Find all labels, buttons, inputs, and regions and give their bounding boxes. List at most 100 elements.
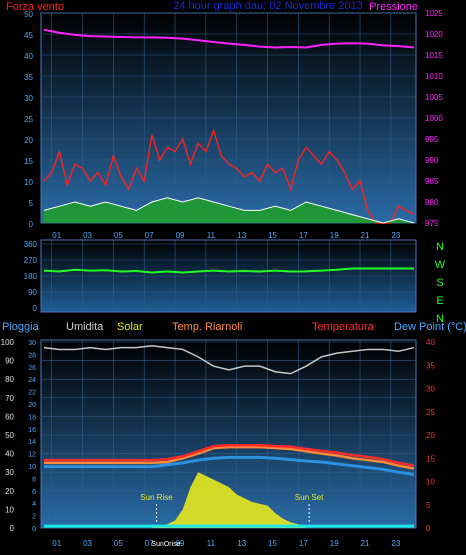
x-tick-label: 05 (114, 231, 123, 240)
direction-tick-label: 0 (33, 304, 38, 313)
x-tick-label: 19 (330, 231, 339, 240)
x-tick-label: 11 (207, 539, 216, 548)
compass-letter: N (436, 241, 444, 253)
wind-tick-label: 40 (24, 52, 33, 61)
x-tick-label: 17 (299, 231, 308, 240)
pressure-tick-label: 990 (425, 156, 439, 165)
direction-tick-label: 360 (24, 240, 38, 249)
humidity-tick-label: 100 (1, 338, 15, 347)
temperature-tick-label: 30 (426, 385, 435, 394)
temperature-tick-label: 0 (426, 524, 431, 533)
humidity-tick-label: 60 (5, 412, 14, 421)
temperature-series (43, 344, 415, 528)
direction-tick-label: 180 (24, 272, 38, 281)
x-tick-label: 01 (52, 539, 61, 548)
wind-pressure-series (43, 28, 415, 224)
x-tick-label: 13 (237, 231, 246, 240)
x-tick-label: 17 (299, 539, 308, 548)
dew-point-line (44, 455, 415, 477)
solar-area (44, 472, 414, 528)
rain-tick-label: 10 (28, 464, 36, 471)
wind-direction-series (43, 267, 414, 274)
wind-tick-label: 5 (29, 199, 34, 208)
temperature-grid (41, 340, 416, 529)
wind-speed-line (43, 128, 415, 224)
direction-tick-label: 90 (28, 288, 37, 297)
wind-direction-grid (41, 240, 416, 312)
x-tick-label: 19 (330, 539, 339, 548)
rain-tick-label: 14 (28, 439, 36, 446)
x-tick-label: 21 (361, 231, 370, 240)
temperature-tick-label: 15 (426, 454, 435, 463)
x-tick-label: 09 (176, 231, 185, 240)
x-tick-label: 07 (145, 539, 154, 548)
x-tick-label: 15 (268, 539, 277, 548)
humidity-line (43, 344, 415, 375)
rain-tick-label: 2 (32, 514, 36, 521)
rain-tick-label: 24 (28, 377, 36, 384)
x-tick-label: 23 (391, 231, 400, 240)
pressure-line (43, 28, 415, 49)
x-axis-bottom: 01 03 05 07 09 11 13 15 17 19 21 23 SunOrise (52, 539, 401, 548)
wind-axis-label: Forza vento (6, 1, 64, 13)
x-tick-label: 03 (83, 231, 92, 240)
humidity-tick-label: 90 (5, 357, 14, 366)
pressure-axis-label: Pressione (369, 1, 418, 13)
wind-tick-label: 35 (24, 73, 33, 82)
rain-tick-label: 12 (28, 452, 36, 459)
temperature-tick-label: 20 (426, 431, 435, 440)
chart-title: 24 hour graph dau: 02 Novembre 2013 (173, 0, 363, 12)
x-tick-label: 15 (268, 231, 277, 240)
pressure-tick-label: 995 (425, 135, 439, 144)
rain-tick-label: 28 (28, 352, 36, 359)
x-tick-label: 21 (361, 539, 370, 548)
legend-windchill: Temp. Riarnoli (172, 321, 242, 333)
sun-rise-label: Sun Rise (140, 493, 173, 502)
wind-speed-axis: 0 5 10 15 20 25 30 35 40 45 50 (24, 10, 33, 229)
x-tick-label: 11 (207, 231, 216, 240)
rain-tick-label: 8 (32, 476, 36, 483)
pressure-tick-label: 1025 (425, 9, 443, 18)
legend-solar: Solar (117, 321, 143, 333)
pressure-tick-label: 975 (425, 219, 439, 228)
pressure-tick-label: 980 (425, 198, 439, 207)
sun-annotations: Sun Rise Sun Set (140, 493, 324, 524)
temperature-tick-label: 40 (426, 338, 435, 347)
pressure-tick-label: 1005 (425, 93, 443, 102)
legend-rain: Pioggia (2, 321, 40, 333)
pressure-tick-label: 1000 (425, 114, 443, 123)
pressure-tick-label: 985 (425, 177, 439, 186)
compass-letter: E (436, 295, 443, 307)
temperature-line (44, 443, 415, 467)
x-tick-label: 23 (391, 539, 400, 548)
humidity-tick-label: 0 (10, 524, 15, 533)
sun-noon-label: SunOrise (151, 541, 180, 548)
rain-tick-label: 20 (28, 402, 36, 409)
temperature-tick-label: 5 (426, 501, 431, 510)
pressure-tick-label: 1020 (425, 30, 443, 39)
temperature-tick-label: 10 (426, 478, 435, 487)
pressure-tick-label: 1010 (425, 72, 443, 81)
wind-tick-label: 20 (24, 136, 33, 145)
wind-tick-label: 45 (24, 31, 33, 40)
wind-tick-label: 30 (24, 94, 33, 103)
wind-tick-label: 10 (24, 178, 33, 187)
x-tick-label: 01 (52, 231, 61, 240)
temperature-tick-label: 25 (426, 408, 435, 417)
rain-tick-label: 4 (32, 501, 36, 508)
humidity-tick-label: 20 (5, 487, 14, 496)
temperature-tick-label: 35 (426, 361, 435, 370)
humidity-tick-label: 10 (5, 505, 14, 514)
x-axis-top: 01 03 05 07 09 11 13 15 17 19 21 23 (52, 231, 401, 240)
sun-set-label: Sun Set (295, 493, 324, 502)
rain-tick-label: 18 (28, 414, 36, 421)
rain-tick-label: 26 (28, 365, 36, 372)
legend-temperature: Temperatura (312, 321, 375, 333)
humidity-tick-label: 40 (5, 450, 14, 459)
humidity-tick-label: 70 (5, 394, 14, 403)
legend-dew-point: Dew Point (°C) (394, 321, 466, 333)
rain-tick-label: 16 (28, 427, 36, 434)
windchill-line (44, 445, 415, 470)
